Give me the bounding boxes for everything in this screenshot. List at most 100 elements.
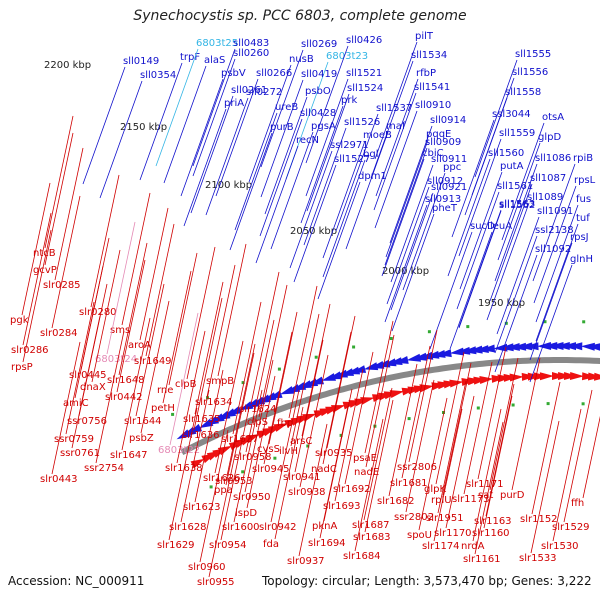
- reverse-gene-label[interactable]: slr1174: [422, 541, 460, 552]
- forward-gene-label[interactable]: sll0261: [231, 85, 267, 96]
- reverse-gene-label[interactable]: rpsP: [11, 362, 33, 373]
- forward-gene-label[interactable]: cbiC: [422, 148, 444, 159]
- reverse-gene-label[interactable]: slr1628: [169, 522, 207, 533]
- reverse-gene-label[interactable]: slr1687: [352, 520, 390, 531]
- forward-gene-label[interactable]: priA: [224, 98, 244, 109]
- forward-gene-label[interactable]: sll1524: [347, 83, 383, 94]
- forward-gene-label[interactable]: pgsA: [311, 121, 336, 132]
- reverse-gene-label[interactable]: slr1629: [157, 540, 195, 551]
- reverse-gene-label[interactable]: slr1682: [377, 496, 415, 507]
- forward-gene-label[interactable]: sll0354: [140, 70, 176, 81]
- forward-gene-label[interactable]: sll0910: [415, 100, 451, 111]
- forward-gene-label[interactable]: sll0269: [301, 39, 337, 50]
- reverse-gene-label[interactable]: slr1644: [124, 416, 162, 427]
- reverse-gene-label[interactable]: pknA: [312, 521, 337, 532]
- reverse-gene-label[interactable]: ssr0761: [60, 448, 100, 459]
- reverse-gene-label[interactable]: slr1684: [343, 551, 381, 562]
- reverse-gene-label[interactable]: ssr2802: [394, 512, 434, 523]
- forward-gene-label[interactable]: 6803t23: [326, 51, 368, 62]
- forward-gene-label[interactable]: sll0921: [431, 182, 467, 193]
- reverse-gene-label[interactable]: slr1530: [541, 541, 579, 552]
- forward-gene-label[interactable]: ssl2138: [535, 225, 574, 236]
- forward-gene-label[interactable]: rpsL: [574, 175, 596, 186]
- reverse-gene-label[interactable]: aroA: [128, 340, 151, 351]
- forward-gene-label[interactable]: sll0909: [425, 137, 461, 148]
- reverse-gene-label[interactable]: ppa: [214, 485, 233, 496]
- forward-gene-label[interactable]: leuA: [490, 221, 512, 232]
- reverse-gene-label[interactable]: cysS: [257, 444, 280, 455]
- reverse-gene-label[interactable]: slr1627: [221, 434, 259, 445]
- forward-gene-label[interactable]: bgl: [363, 149, 378, 160]
- forward-gene-label[interactable]: nusB: [289, 54, 314, 65]
- reverse-gene-label[interactable]: slr0954: [209, 540, 247, 551]
- forward-gene-label[interactable]: sll0260: [233, 48, 269, 59]
- forward-gene-label[interactable]: alaS: [204, 55, 225, 66]
- reverse-gene-label[interactable]: slr1163: [474, 516, 512, 527]
- forward-gene-label[interactable]: sll1559: [499, 128, 535, 139]
- reverse-gene-label[interactable]: slr1160: [472, 528, 510, 539]
- reverse-gene-label[interactable]: slr1681: [390, 478, 428, 489]
- forward-gene-label[interactable]: sll0428: [300, 108, 336, 119]
- reverse-gene-label[interactable]: slr0938: [288, 487, 326, 498]
- forward-gene-label[interactable]: sll1089: [527, 192, 563, 203]
- reverse-gene-label[interactable]: fbp: [277, 418, 293, 429]
- reverse-gene-label[interactable]: slr0937: [287, 556, 325, 567]
- forward-gene-label[interactable]: sll1521: [346, 68, 382, 79]
- forward-gene-label[interactable]: rfbP: [416, 68, 436, 79]
- reverse-gene-label[interactable]: slr1649: [134, 356, 172, 367]
- reverse-gene-label[interactable]: slr1173: [452, 494, 490, 505]
- reverse-gene-label[interactable]: slr0286: [11, 345, 49, 356]
- reverse-gene-label[interactable]: slr0284: [40, 328, 78, 339]
- reverse-gene-label[interactable]: glpK: [424, 484, 446, 495]
- reverse-gene-label[interactable]: ntcB: [33, 248, 56, 259]
- reverse-gene-label[interactable]: slr1170: [434, 528, 472, 539]
- reverse-gene-label[interactable]: slr1648: [107, 375, 145, 386]
- forward-gene-label[interactable]: prk: [341, 95, 357, 106]
- reverse-gene-label[interactable]: sms: [110, 325, 130, 336]
- reverse-gene-label[interactable]: rplU: [431, 495, 452, 506]
- forward-gene-label[interactable]: ssl2971: [330, 140, 369, 151]
- reverse-gene-label[interactable]: rne: [157, 385, 173, 396]
- reverse-gene-label[interactable]: psbZ: [129, 433, 154, 444]
- reverse-gene-label[interactable]: slr1683: [353, 532, 391, 543]
- forward-gene-label[interactable]: purB: [270, 122, 294, 133]
- forward-gene-label[interactable]: sll1526: [344, 117, 380, 128]
- forward-gene-label[interactable]: sll0266: [256, 68, 292, 79]
- forward-gene-label[interactable]: glpD: [538, 132, 561, 143]
- reverse-gene-label[interactable]: slr1161: [463, 554, 501, 565]
- forward-gene-label[interactable]: sll0912: [427, 176, 463, 187]
- reverse-gene-label[interactable]: clpB: [175, 379, 197, 390]
- reverse-gene-label[interactable]: slr1152: [520, 514, 558, 525]
- reverse-gene-label[interactable]: ffh: [571, 498, 584, 509]
- forward-gene-label[interactable]: sucD: [470, 221, 495, 232]
- forward-gene-label[interactable]: sll0913: [425, 194, 461, 205]
- reverse-gene-label[interactable]: slr1636: [182, 430, 220, 441]
- reverse-gene-label[interactable]: purD: [500, 490, 525, 501]
- forward-gene-label[interactable]: sll1563: [499, 199, 535, 210]
- reverse-gene-label[interactable]: slr0442: [105, 392, 143, 403]
- reverse-gene-label[interactable]: amiC: [63, 398, 89, 409]
- reverse-gene-label[interactable]: spoU: [407, 530, 432, 541]
- reverse-gene-label[interactable]: slr0443: [40, 474, 78, 485]
- reverse-gene-label[interactable]: slr1634: [195, 397, 233, 408]
- reverse-gene-label[interactable]: 6803t22: [158, 445, 200, 456]
- forward-gene-label[interactable]: sll0419: [301, 69, 337, 80]
- forward-gene-label[interactable]: sll1534: [411, 50, 447, 61]
- reverse-gene-label[interactable]: ssr2754: [84, 463, 124, 474]
- reverse-gene-label[interactable]: slr0950: [233, 492, 271, 503]
- forward-gene-label[interactable]: glnH: [570, 254, 593, 265]
- forward-gene-label[interactable]: sll1091: [537, 206, 573, 217]
- reverse-gene-label[interactable]: psaE: [353, 453, 377, 464]
- reverse-gene-label[interactable]: slr1623: [183, 502, 221, 513]
- reverse-gene-label[interactable]: slr1600: [222, 522, 260, 533]
- reverse-gene-label[interactable]: slr0285: [43, 280, 81, 291]
- reverse-gene-label[interactable]: slr1647: [110, 450, 148, 461]
- reverse-gene-label[interactable]: nadE: [354, 467, 379, 478]
- forward-gene-label[interactable]: psbV: [221, 68, 246, 79]
- reverse-gene-label[interactable]: ispD: [235, 508, 257, 519]
- reverse-gene-label[interactable]: ssr2806: [397, 462, 437, 473]
- forward-gene-label[interactable]: sll1541: [414, 82, 450, 93]
- forward-gene-label[interactable]: pilT: [415, 31, 434, 42]
- forward-gene-label[interactable]: rpsJ: [570, 232, 589, 243]
- forward-gene-label[interactable]: putA: [500, 161, 524, 172]
